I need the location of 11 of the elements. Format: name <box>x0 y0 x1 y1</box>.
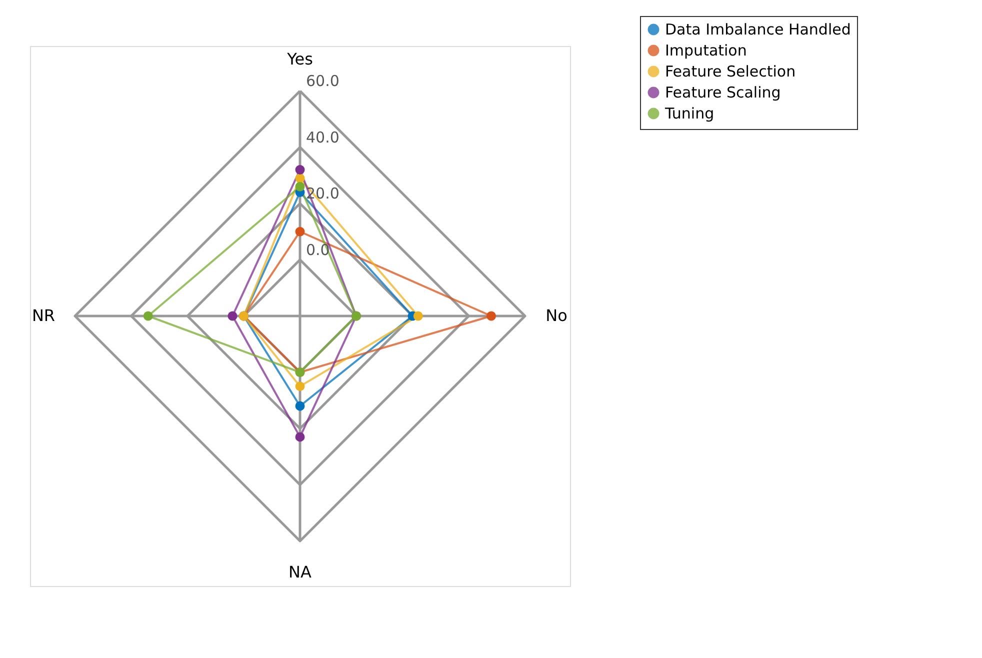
legend-label: Feature Selection <box>665 62 796 80</box>
legend-label: Imputation <box>665 42 747 60</box>
legend-label: Data Imbalance Handled <box>665 20 851 38</box>
spoke-label: Yes <box>286 50 313 68</box>
legend-label: Feature Scaling <box>665 84 781 102</box>
spoke-label: NA <box>288 562 312 582</box>
spoke-label: No <box>546 306 568 325</box>
spoke-label: NR <box>32 306 56 325</box>
legend-label: Tuning <box>664 104 714 122</box>
y-tick-label: 60.0 <box>306 72 340 90</box>
y-tick-label: 40.0 <box>306 128 340 146</box>
